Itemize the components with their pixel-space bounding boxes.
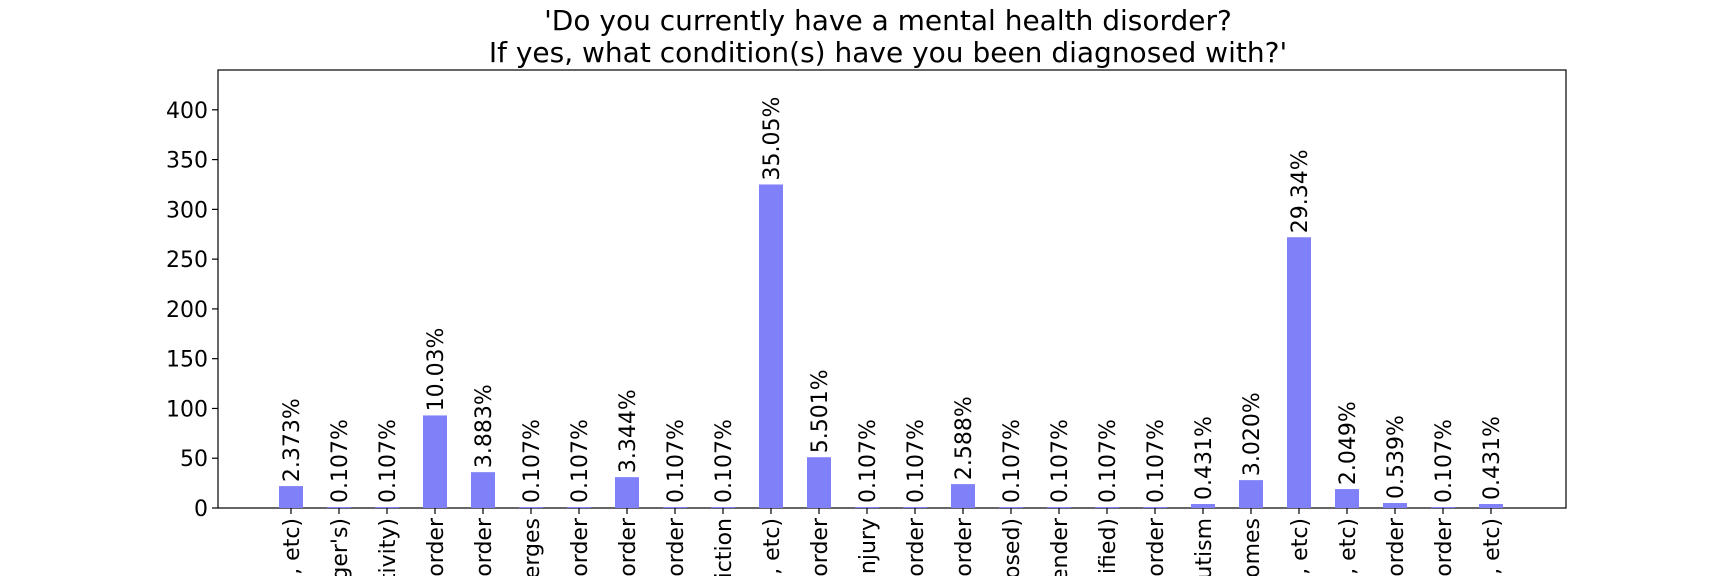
bar: [1335, 489, 1359, 508]
bar: [375, 507, 399, 508]
x-category-label: order: [1144, 517, 1169, 576]
bar-value-label: 0.107%: [856, 419, 881, 503]
bar-value-label: 0.107%: [712, 419, 737, 503]
bar-value-label: 0.107%: [1144, 419, 1169, 503]
bar: [807, 457, 831, 508]
x-category-label: utism: [1192, 518, 1217, 576]
bar-value-label: 0.107%: [1048, 419, 1073, 503]
bar: [1047, 507, 1071, 508]
bar: [615, 477, 639, 508]
x-category-label: erges: [520, 518, 545, 576]
bar: [855, 507, 879, 508]
chart-title-line-2: If yes, what condition(s) have you been …: [489, 36, 1287, 69]
bar-value-label: 5.501%: [808, 369, 833, 453]
x-category-label: order: [424, 517, 449, 576]
y-tick-label: 300: [166, 198, 208, 223]
bar-value-label: 10.03%: [424, 328, 449, 412]
bar-value-label: 0.107%: [520, 419, 545, 503]
y-tick-label: 350: [166, 149, 208, 174]
bar: [1095, 507, 1119, 508]
bar-value-label: 2.588%: [952, 396, 977, 480]
bar: [279, 486, 303, 508]
bar-value-label: 0.107%: [1432, 419, 1457, 503]
bar-value-label: 0.539%: [1384, 415, 1409, 499]
x-category-label: ender: [1048, 517, 1073, 576]
y-tick-label: 0: [194, 497, 208, 522]
x-category-label: osed): [1000, 518, 1025, 576]
x-category-label: iction: [712, 518, 737, 576]
bar: [999, 507, 1023, 508]
bar: [903, 507, 927, 508]
axes-frame: [217, 69, 1567, 509]
bar-value-label: 2.049%: [1336, 401, 1361, 485]
bar-value-label: 3.020%: [1240, 392, 1265, 476]
x-category-label: , etc): [280, 518, 305, 575]
bar: [1431, 507, 1455, 508]
y-tick-label: 100: [166, 397, 208, 422]
x-category-label: tivity): [376, 518, 401, 576]
x-category-label: , etc): [1480, 518, 1505, 575]
y-tick-label: 400: [166, 99, 208, 124]
y-tick-label: 150: [166, 348, 208, 373]
bar-value-label: 0.107%: [664, 419, 689, 503]
bar: [951, 484, 975, 508]
x-category-label: , etc): [760, 518, 785, 575]
x-category-label: omes: [1240, 518, 1265, 576]
bar-value-label: 0.107%: [904, 419, 929, 503]
bar-value-label: 0.431%: [1480, 416, 1505, 500]
bar: [1383, 503, 1407, 508]
chart-title-line-1: 'Do you currently have a mental health d…: [544, 4, 1232, 37]
bar-value-label: 0.107%: [568, 419, 593, 503]
x-category-label: ified): [1096, 518, 1121, 574]
x-category-label: order: [952, 517, 977, 576]
bar: [423, 415, 447, 508]
bar: [1287, 237, 1311, 508]
bar: [1191, 504, 1215, 508]
bar: [1239, 480, 1263, 508]
bar: [663, 507, 687, 508]
x-category-label: order: [568, 517, 593, 576]
bar-value-label: 35.05%: [760, 97, 785, 181]
bar-value-label: 29.34%: [1288, 149, 1313, 233]
y-tick-label: 250: [166, 248, 208, 273]
bar-value-label: 3.344%: [616, 389, 641, 473]
bar-value-label: 0.107%: [1000, 419, 1025, 503]
x-category-label: order: [1384, 517, 1409, 576]
bar: [471, 472, 495, 508]
bar: [519, 507, 543, 508]
bar-value-label: 0.107%: [1096, 419, 1121, 503]
bar-value-label: 2.373%: [280, 398, 305, 482]
bar: [759, 184, 783, 508]
x-category-label: order: [664, 517, 689, 576]
x-category-label: ger's): [328, 518, 353, 576]
x-category-label: , etc): [1336, 518, 1361, 575]
bar-value-label: 0.107%: [328, 419, 353, 503]
bar: [1143, 507, 1167, 508]
x-category-label: order: [904, 517, 929, 576]
bar-value-label: 3.883%: [472, 384, 497, 468]
x-category-label: order: [1432, 517, 1457, 576]
bar: [327, 507, 351, 508]
x-category-label: order: [616, 517, 641, 576]
bar: [711, 507, 735, 508]
y-tick-label: 200: [166, 298, 208, 323]
bar: [567, 507, 591, 508]
plot-area: 0 50 100 150 200 250 300 350 400 2.373% , etc) 0.10…: [166, 69, 1567, 576]
y-tick-label: 50: [180, 447, 208, 472]
x-category-label: Injury: [856, 518, 881, 576]
bar-value-label: 0.107%: [376, 419, 401, 503]
bar: [1479, 504, 1503, 508]
x-category-label: order: [808, 517, 833, 576]
x-category-label: order: [472, 517, 497, 576]
x-category-label: , etc): [1288, 518, 1313, 575]
bar-value-label: 0.431%: [1192, 416, 1217, 500]
